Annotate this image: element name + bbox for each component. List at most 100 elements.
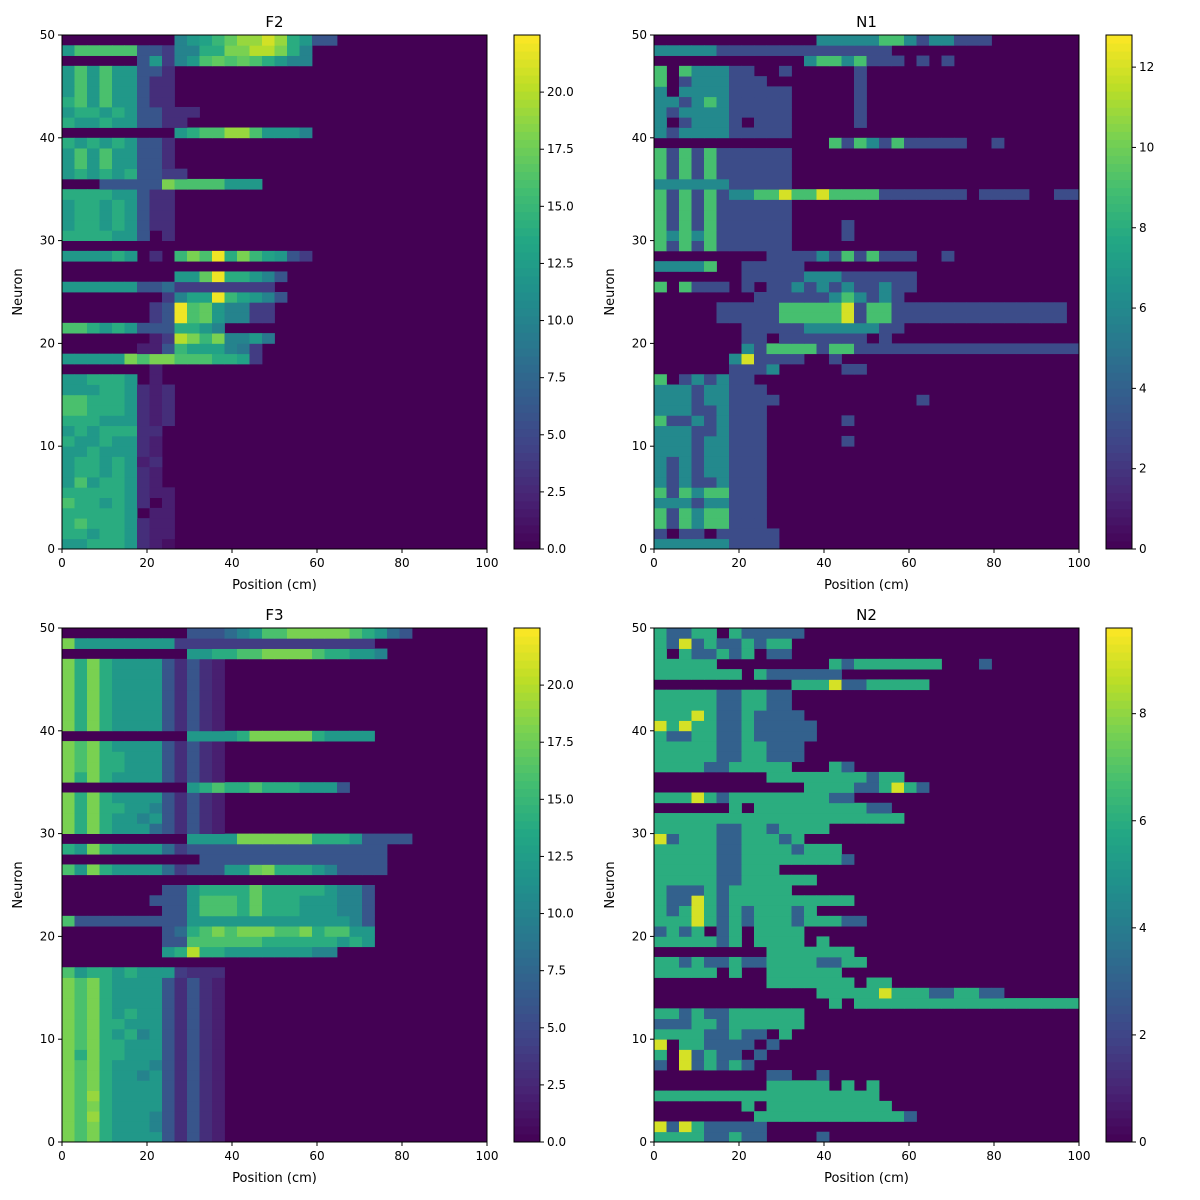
heatmap-cell <box>237 281 250 293</box>
heatmap-cell <box>766 1018 780 1030</box>
heatmap-cell <box>287 35 300 46</box>
colorbar-segment <box>1106 388 1132 397</box>
heatmap-cell <box>262 926 275 937</box>
heatmap-cell <box>162 148 175 159</box>
heatmap-cell <box>754 199 767 211</box>
heatmap-cell <box>666 905 680 917</box>
heatmap-cell <box>212 250 225 262</box>
heatmap-cell <box>237 353 250 365</box>
heatmap-cell <box>741 885 755 896</box>
heatmap-cell <box>112 1131 125 1143</box>
heatmap-cell <box>187 885 200 896</box>
heatmap-cell <box>754 802 767 814</box>
heatmap-cell <box>262 281 275 293</box>
heatmap-cell <box>87 1090 100 1102</box>
heatmap-cell <box>854 915 867 927</box>
heatmap-cell <box>766 199 780 211</box>
heatmap-cell <box>312 782 325 793</box>
heatmap-cell <box>679 281 692 293</box>
chart-title: F3 <box>265 606 283 624</box>
heatmap-cell <box>162 761 175 773</box>
heatmap-cell <box>187 926 200 937</box>
colorbar-segment <box>1106 283 1132 293</box>
heatmap-cell <box>654 106 667 118</box>
heatmap-cell <box>162 1111 175 1122</box>
heatmap-cell <box>312 843 325 855</box>
heatmap-cell <box>779 45 792 56</box>
colorbar-segment <box>1106 1045 1132 1055</box>
heatmap-cell <box>729 353 742 365</box>
heatmap-cell <box>841 977 855 989</box>
heatmap-cell <box>779 802 792 814</box>
heatmap-cell <box>779 199 792 211</box>
heatmap-cell <box>99 405 113 416</box>
heatmap-cell <box>199 864 213 876</box>
colorbar-segment <box>514 1029 540 1039</box>
heatmap-cell <box>87 802 100 814</box>
heatmap-cell <box>729 209 742 221</box>
heatmap-cell <box>199 1111 213 1122</box>
heatmap-cell <box>779 689 792 701</box>
heatmap-cell <box>766 720 780 732</box>
heatmap-cell <box>212 638 225 649</box>
heatmap-cell <box>162 405 175 416</box>
heatmap-cell <box>779 710 792 721</box>
heatmap-cell <box>112 771 125 783</box>
heatmap-cell <box>791 669 805 680</box>
heatmap-cell <box>654 1018 667 1030</box>
heatmap-cell <box>137 178 150 190</box>
heatmap-cell <box>679 741 692 752</box>
heatmap-cell <box>666 405 680 416</box>
heatmap-cell <box>791 302 805 313</box>
heatmap-cell <box>224 45 238 56</box>
heatmap-cell <box>212 1111 225 1122</box>
colorbar-segment <box>514 500 540 510</box>
heatmap-cell <box>62 507 75 519</box>
heatmap-cell <box>879 292 892 303</box>
heatmap-cell <box>149 456 163 468</box>
heatmap-cell <box>729 394 742 406</box>
heatmap-cell <box>879 987 892 999</box>
heatmap-cell <box>162 967 175 978</box>
heatmap-cell <box>766 710 780 721</box>
heatmap-cell <box>754 854 767 865</box>
heatmap-cell <box>804 322 817 334</box>
heatmap-cell <box>791 1080 805 1091</box>
heatmap-cell <box>991 312 1005 324</box>
heatmap-cell <box>112 1121 125 1133</box>
heatmap-cell <box>741 281 755 293</box>
heatmap-cell <box>854 802 867 814</box>
heatmap-cell <box>729 65 742 77</box>
heatmap-cell <box>149 96 163 108</box>
heatmap-cell <box>349 926 363 937</box>
heatmap-cell <box>212 710 225 721</box>
heatmap-cell <box>137 1070 150 1081</box>
heatmap-cell <box>916 137 930 149</box>
heatmap-cell <box>866 679 880 691</box>
heatmap-cell <box>654 854 667 865</box>
heatmap-cell <box>237 946 250 958</box>
heatmap-cell <box>779 1100 792 1112</box>
heatmap-cell <box>666 394 680 406</box>
heatmap-cell <box>137 106 150 118</box>
heatmap-cell <box>99 518 113 529</box>
heatmap-cell <box>754 45 767 56</box>
heatmap-cell <box>829 802 842 814</box>
heatmap-cell <box>766 751 780 763</box>
colorbar-segment <box>1106 83 1132 92</box>
heatmap-cell <box>954 987 967 999</box>
heatmap-cell <box>716 507 730 519</box>
heatmap-cell <box>149 65 163 77</box>
heatmap-cell <box>162 823 175 834</box>
heatmap-cell <box>162 312 175 324</box>
heatmap-cell <box>149 1028 163 1040</box>
heatmap-cell <box>212 741 225 752</box>
heatmap-cell <box>174 998 188 1009</box>
heatmap-cell <box>112 1070 125 1081</box>
heatmap-cell <box>62 65 75 77</box>
heatmap-cell <box>187 946 200 958</box>
heatmap-cell <box>374 854 388 865</box>
heatmap-cell <box>804 271 817 283</box>
y-tick-label: 0 <box>639 1135 647 1149</box>
heatmap-cell <box>112 1049 125 1061</box>
